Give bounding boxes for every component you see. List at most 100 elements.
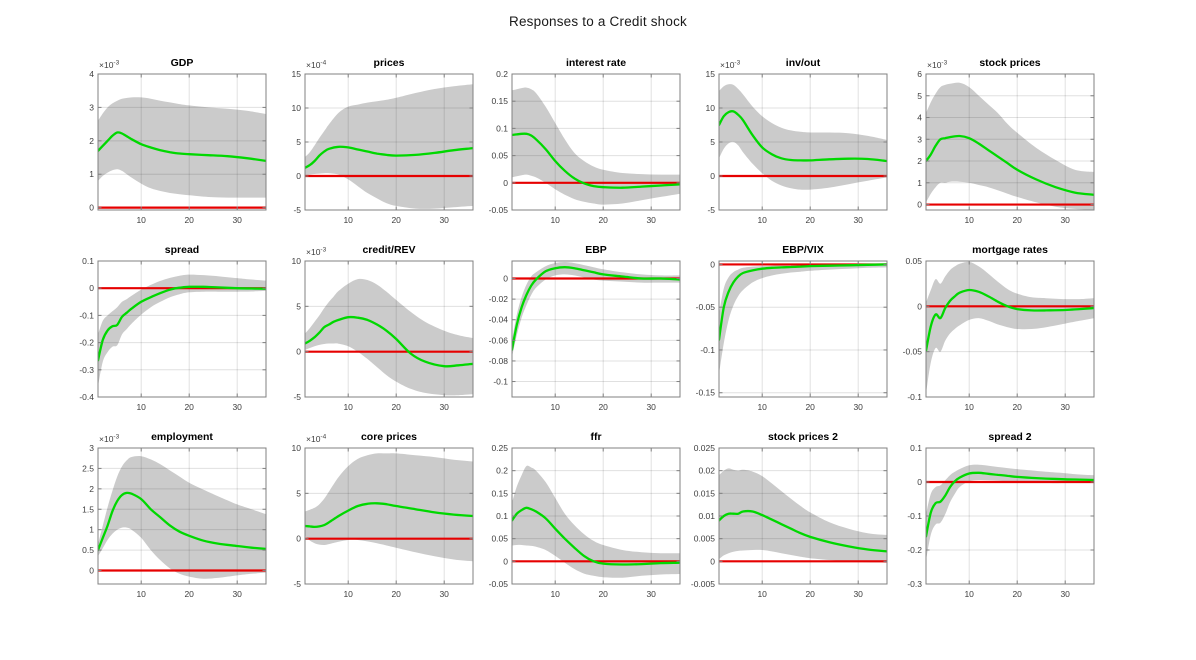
x-tick-label: 10 <box>550 589 560 599</box>
median-line <box>719 263 887 341</box>
subplot-title: spread 2 <box>988 431 1031 443</box>
y-tick-label: -5 <box>707 205 715 215</box>
median-line <box>926 134 1094 196</box>
y-tick-label: 5 <box>296 488 301 498</box>
y-axis-exponent-label: ×10-3 <box>927 60 948 71</box>
subplot-title: mortgage rates <box>972 244 1048 256</box>
y-tick-label: 0.02 <box>698 466 715 476</box>
x-tick-label: 10 <box>550 402 560 412</box>
y-tick-label: -5 <box>293 579 301 589</box>
chart-ffr: 10 20 30 -0.05 0 0.05 0.1 0.15 0.2 0.25 ffr <box>477 424 684 611</box>
x-tick-label: 10 <box>757 589 767 599</box>
y-tick-label: -0.15 <box>696 388 716 398</box>
y-tick-label: -0.005 <box>691 579 715 589</box>
confidence-band <box>512 465 680 578</box>
subplot-title: EBP <box>585 244 607 256</box>
chart-svg-inv-out: 10 20 30 -5 0 5 10 15 ×10-3 inv/out <box>706 57 888 225</box>
median-line <box>305 145 473 169</box>
chart-mortgage-rates: 10 20 30 -0.1 -0.05 0 0.05 mortgage rates <box>891 237 1098 424</box>
x-tick-label: 30 <box>232 402 242 412</box>
chart-svg-employment: 10 20 30 0 0.5 1 1.5 2 2.5 3 ×10-3 employment <box>82 431 267 599</box>
chart-credit-rev: 10 20 30 -5 0 5 10 ×10-3 credit/REV <box>270 237 477 424</box>
y-tick-label: 0.1 <box>496 511 508 521</box>
confidence-band <box>305 453 473 562</box>
y-tick-label: -0.1 <box>907 392 922 402</box>
confidence-band <box>719 264 887 374</box>
y-tick-label: 10 <box>292 256 302 266</box>
y-axis-exponent-label: ×10-4 <box>306 60 327 71</box>
y-tick-label: 1 <box>917 178 922 188</box>
y-tick-label: 10 <box>706 103 716 113</box>
median-line <box>719 509 887 553</box>
x-tick-label: 30 <box>439 402 449 412</box>
chart-spread: 10 20 30 -0.4 -0.3 -0.2 -0.1 0 0.1 spread <box>63 237 270 424</box>
subplot-title: ffr <box>590 431 601 443</box>
figure-title: Responses to a Credit shock <box>509 14 687 29</box>
confidence-band <box>926 261 1094 394</box>
median-line <box>98 285 266 362</box>
x-tick-label: 20 <box>598 589 608 599</box>
chart-svg-stock-prices-2: 10 20 30 -0.005 0 0.005 0.01 0.015 0.02 0.025 stoc… <box>691 431 888 599</box>
x-tick-label: 30 <box>439 215 449 225</box>
chart-gdp: 10 20 30 0 1 2 3 4 ×10-3 GDP <box>63 50 270 237</box>
y-tick-label: 0.15 <box>491 488 508 498</box>
y-tick-label: 0 <box>503 556 508 566</box>
x-tick-label: 20 <box>184 215 194 225</box>
x-tick-label: 30 <box>646 402 656 412</box>
subplot-title: GDP <box>171 57 194 69</box>
y-tick-label: 5 <box>296 301 301 311</box>
y-tick-label: 0.2 <box>496 466 508 476</box>
y-tick-label: 0.01 <box>698 511 715 521</box>
chart-svg-ebp-vix: 10 20 30 -0.15 -0.1 -0.05 0 EBP/VIX <box>696 244 888 412</box>
y-tick-label: 10 <box>292 443 302 453</box>
chart-prices: 10 20 30 -5 0 5 10 15 ×10-4 prices <box>270 50 477 237</box>
y-tick-label: 0.1 <box>910 443 922 453</box>
chart-svg-core-prices: 10 20 30 -5 0 5 10 ×10-4 core prices <box>292 431 474 599</box>
confidence-band <box>98 456 266 579</box>
x-tick-label: 20 <box>805 215 815 225</box>
y-tick-label: 1.5 <box>82 504 94 514</box>
y-tick-label: 0.1 <box>82 256 94 266</box>
y-tick-label: -0.2 <box>79 338 94 348</box>
y-tick-label: 2 <box>89 136 94 146</box>
subplot-title: core prices <box>361 431 417 443</box>
y-tick-label: -0.1 <box>79 310 94 320</box>
x-tick-label: 30 <box>853 402 863 412</box>
chart-svg-gdp: 10 20 30 0 1 2 3 4 ×10-3 GDP <box>89 57 267 225</box>
x-tick-label: 10 <box>964 215 974 225</box>
x-tick-label: 30 <box>853 215 863 225</box>
y-tick-label: 0.1 <box>496 123 508 133</box>
y-tick-label: 0.15 <box>491 96 508 106</box>
y-tick-label: 0.05 <box>491 151 508 161</box>
x-tick-label: 20 <box>391 215 401 225</box>
y-tick-label: 10 <box>292 103 302 113</box>
x-tick-label: 30 <box>1060 215 1070 225</box>
y-tick-label: 0 <box>917 301 922 311</box>
chart-stock-prices: 10 20 30 0 1 2 3 4 5 6 ×10-3 stock prices <box>891 50 1098 237</box>
y-tick-label: -0.04 <box>489 315 509 325</box>
median-line <box>305 502 473 529</box>
y-tick-label: 1 <box>89 169 94 179</box>
y-tick-label: 0.005 <box>694 534 716 544</box>
median-line <box>512 132 680 189</box>
subplot-title: spread <box>165 244 199 256</box>
confidence-band <box>719 84 887 190</box>
x-tick-label: 20 <box>391 402 401 412</box>
y-tick-label: 6 <box>917 69 922 79</box>
subplot-title: EBP/VIX <box>782 244 823 256</box>
y-tick-label: 4 <box>89 69 94 79</box>
x-tick-label: 20 <box>598 215 608 225</box>
confidence-band <box>98 97 266 198</box>
x-tick-label: 10 <box>136 215 146 225</box>
confidence-band <box>719 468 887 563</box>
median-line <box>719 110 887 163</box>
y-tick-label: -5 <box>293 392 301 402</box>
chart-interest-rate: 10 20 30 -0.05 0 0.05 0.1 0.15 0.2 interest rate <box>477 50 684 237</box>
y-axis-exponent-label: ×10-3 <box>99 60 120 71</box>
y-tick-label: -0.2 <box>907 545 922 555</box>
y-tick-label: -0.1 <box>700 345 715 355</box>
x-tick-label: 20 <box>598 402 608 412</box>
y-tick-label: 0 <box>296 534 301 544</box>
subplot-title: interest rate <box>566 57 626 69</box>
x-tick-label: 20 <box>1012 589 1022 599</box>
